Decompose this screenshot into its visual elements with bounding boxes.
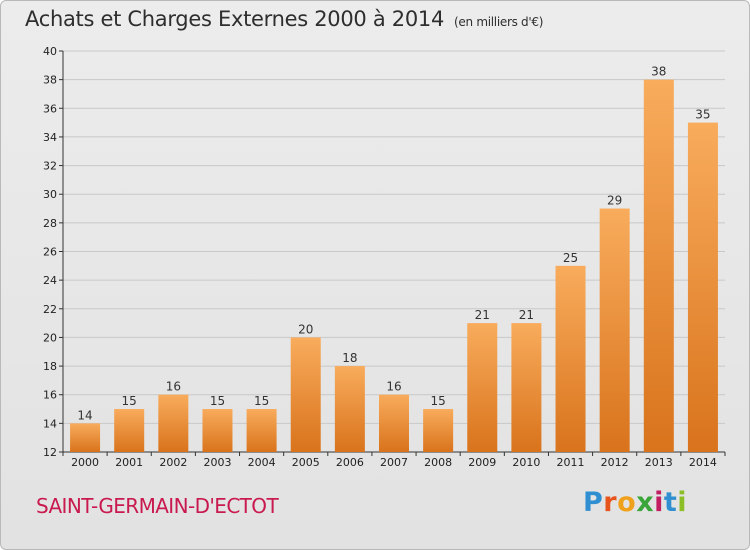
bar [70,423,101,452]
bar-value-label: 15 [254,394,269,408]
logo-letter: P [583,487,604,518]
y-tick-label: 28 [43,217,57,230]
logo-letter: t [663,487,678,518]
x-tick-label: 2003 [203,456,231,469]
bar [114,409,145,452]
x-tick-label: 2007 [380,456,408,469]
chart-title-text: Achats et Charges Externes 2000 à 2014 [25,7,445,31]
bar [334,366,365,452]
x-tick-label: 2009 [468,456,496,469]
bar [511,323,542,452]
x-tick-label: 2013 [645,456,673,469]
bar [687,122,718,452]
y-tick-label: 34 [43,131,57,144]
y-tick-label: 26 [43,246,57,259]
bar-value-label: 20 [298,322,313,336]
y-tick-label: 36 [43,102,57,115]
bar-value-label: 16 [386,380,401,394]
x-tick-label: 2006 [336,456,364,469]
chart-title: Achats et Charges Externes 2000 à 2014 (e… [25,7,543,31]
bar [423,409,454,452]
y-tick-label: 40 [43,45,57,58]
bar-value-label: 16 [166,380,181,394]
bar-value-label: 29 [607,194,622,208]
x-tick-label: 2001 [115,456,143,469]
bar-value-label: 25 [563,251,578,265]
bar [643,79,674,453]
bar [599,208,630,452]
x-tick-label: 2005 [292,456,320,469]
x-tick-label: 2014 [689,456,717,469]
x-tick-label: 2010 [512,456,540,469]
bar-value-label: 14 [77,408,92,422]
y-tick-label: 20 [43,331,57,344]
logo-letter: i [677,487,688,518]
y-tick-label: 24 [43,274,57,287]
place-name: SAINT-GERMAIN-D'ECTOT [36,494,279,518]
bar-value-label: 21 [475,308,490,322]
bar [555,265,586,452]
logo-letter: x [636,487,655,518]
bar-value-label: 35 [695,108,710,122]
y-tick-label: 16 [43,389,57,402]
proxiti-logo: Proxiti [583,487,687,518]
y-tick-label: 14 [43,417,57,430]
x-tick-label: 2000 [71,456,99,469]
chart-subtitle: (en milliers d'€) [454,15,544,29]
y-tick-label: 30 [43,188,57,201]
y-tick-label: 32 [43,160,57,173]
y-tick-label: 18 [43,360,57,373]
bar-value-label: 15 [430,394,445,408]
logo-letter: r [603,487,618,518]
bar [246,409,277,452]
y-tick-label: 12 [43,446,57,459]
logo-letter: i [654,487,664,518]
bar-value-label: 15 [210,394,225,408]
bar-value-label: 18 [342,351,357,365]
bar-value-label: 15 [122,394,137,408]
x-tick-label: 2012 [601,456,629,469]
bar [379,394,409,452]
bar-value-label: 38 [651,65,666,79]
x-tick-label: 2008 [424,456,452,469]
x-tick-label: 2004 [248,456,276,469]
x-tick-label: 2002 [159,456,187,469]
x-tick-label: 2011 [557,456,585,469]
y-tick-label: 22 [43,303,57,316]
y-tick-label: 38 [43,74,57,87]
bar [290,337,321,452]
bar [202,409,233,452]
logo-letter: o [617,487,637,518]
bar [467,323,498,452]
bar-value-label: 21 [519,308,534,322]
bar [158,394,189,452]
